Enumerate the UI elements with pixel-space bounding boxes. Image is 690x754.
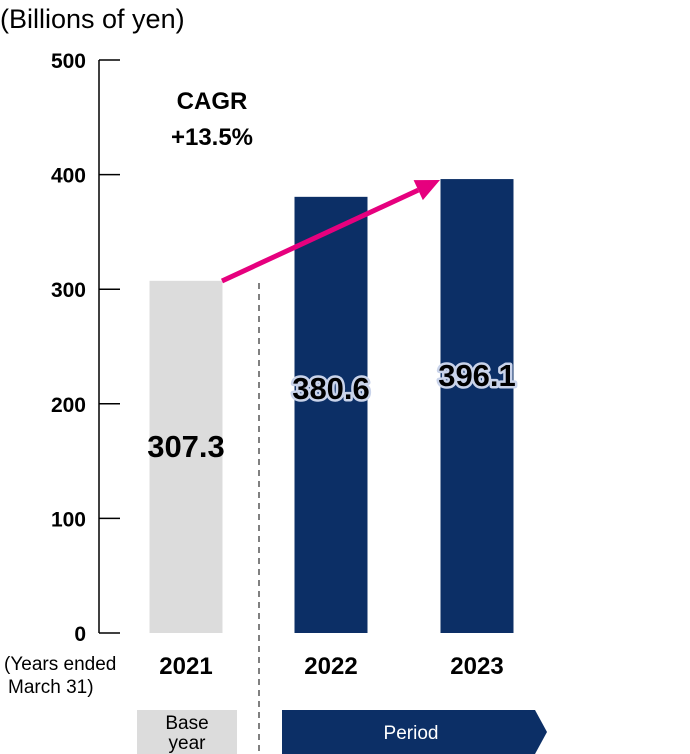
x-tick-label: 2021 <box>159 653 212 680</box>
cagr-value: +13.5% <box>171 124 253 151</box>
y-tick-label: 100 <box>51 508 86 531</box>
unit-label: (Billions of yen) <box>0 4 185 34</box>
y-tick-label: 0 <box>74 623 86 646</box>
bars-group <box>149 179 514 633</box>
cagr-label: CAGR <box>177 88 248 115</box>
x-axis-ticks: 2021 2022 2023 <box>159 653 503 680</box>
value-label-2021: 307.3 <box>147 429 225 464</box>
base-year-tag-line2: year <box>169 733 207 754</box>
period-tag-label: Period <box>384 723 439 744</box>
y-tick-label: 200 <box>51 394 86 417</box>
value-label-2023: 396.1 <box>438 358 516 393</box>
period-tag <box>282 710 547 754</box>
cagr-arrow-head <box>413 180 440 201</box>
base-year-tag-line1: Base <box>165 713 208 734</box>
x-note-line2: March 31) <box>8 677 94 698</box>
y-tick-label: 300 <box>51 279 86 302</box>
cagr-arrow <box>220 180 440 284</box>
base-year-tag <box>137 710 237 754</box>
value-labels-group: 307.3 380.6 396.1 <box>147 356 518 465</box>
x-tick-label: 2022 <box>304 653 357 680</box>
x-tick-label: 2023 <box>450 653 503 680</box>
cagr-arrow-shaft <box>220 187 420 284</box>
y-axis-ticks: 0 100 200 300 400 500 <box>51 50 120 646</box>
y-tick-label: 400 <box>51 165 86 188</box>
bar-2023 <box>440 179 514 633</box>
bar-2022 <box>294 196 368 633</box>
value-label-2022: 380.6 <box>292 371 370 406</box>
x-note-line1: (Years ended <box>4 654 116 675</box>
y-tick-label: 500 <box>51 50 86 73</box>
bar-2021 <box>149 280 223 633</box>
